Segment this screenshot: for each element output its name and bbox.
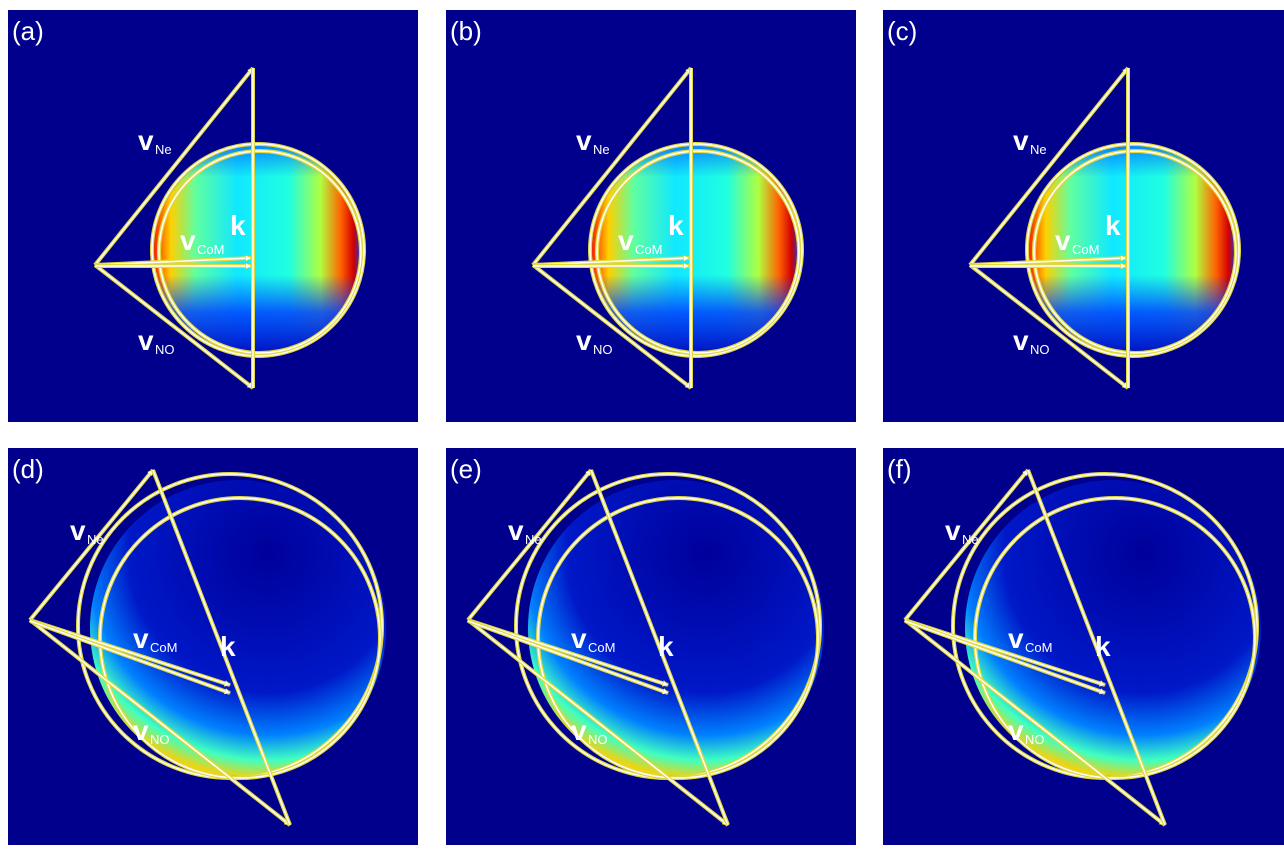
- vector-subscript: CoM: [150, 640, 177, 655]
- vector-symbol: v: [70, 515, 86, 546]
- vector-symbol: v: [138, 125, 154, 156]
- vector-subscript: Ne: [87, 532, 104, 547]
- vector-subscript: NO: [593, 342, 613, 357]
- vector-symbol: v: [508, 515, 524, 546]
- vector-subscript: NO: [1025, 732, 1045, 747]
- vector-symbol: v: [1055, 225, 1071, 256]
- vector-subscript: CoM: [588, 640, 615, 655]
- vector-symbol: v: [571, 623, 587, 654]
- vector-subscript: Ne: [525, 532, 542, 547]
- panel-label: (d): [12, 454, 44, 484]
- panel-label: (a): [12, 16, 44, 46]
- k-label: k: [1105, 210, 1121, 241]
- vector-subscript: NO: [1030, 342, 1050, 357]
- vector-symbol: v: [571, 715, 587, 746]
- vector-subscript: CoM: [1025, 640, 1052, 655]
- k-label: k: [1095, 631, 1111, 662]
- vector-subscript: NO: [155, 342, 175, 357]
- figure: (a)vNevCoMvNOk(b)vNevCoMvNOk(c)vNevCoMvN…: [0, 0, 1284, 854]
- vector-symbol: v: [133, 623, 149, 654]
- k-label: k: [668, 210, 684, 241]
- vector-symbol: v: [576, 125, 592, 156]
- vector-subscript: CoM: [635, 242, 662, 257]
- vector-symbol: v: [180, 225, 196, 256]
- panel-label: (f): [887, 454, 912, 484]
- vector-subscript: Ne: [962, 532, 979, 547]
- k-label: k: [220, 631, 236, 662]
- vector-symbol: v: [1013, 125, 1029, 156]
- vector-symbol: v: [576, 325, 592, 356]
- vector-subscript: Ne: [155, 142, 172, 157]
- vector-subscript: Ne: [1030, 142, 1047, 157]
- vector-symbol: v: [1013, 325, 1029, 356]
- vector-symbol: v: [1008, 715, 1024, 746]
- vector-subscript: CoM: [197, 242, 224, 257]
- vector-symbol: v: [618, 225, 634, 256]
- panel-label: (b): [450, 16, 482, 46]
- k-label: k: [658, 631, 674, 662]
- vector-symbol: v: [1008, 623, 1024, 654]
- panel-label: (c): [887, 16, 917, 46]
- vector-subscript: NO: [150, 732, 170, 747]
- vector-symbol: v: [945, 515, 961, 546]
- panel-label: (e): [450, 454, 482, 484]
- vector-subscript: CoM: [1072, 242, 1099, 257]
- vector-subscript: Ne: [593, 142, 610, 157]
- vector-symbol: v: [133, 715, 149, 746]
- vector-subscript: NO: [588, 732, 608, 747]
- vector-symbol: v: [138, 325, 154, 356]
- k-label: k: [230, 210, 246, 241]
